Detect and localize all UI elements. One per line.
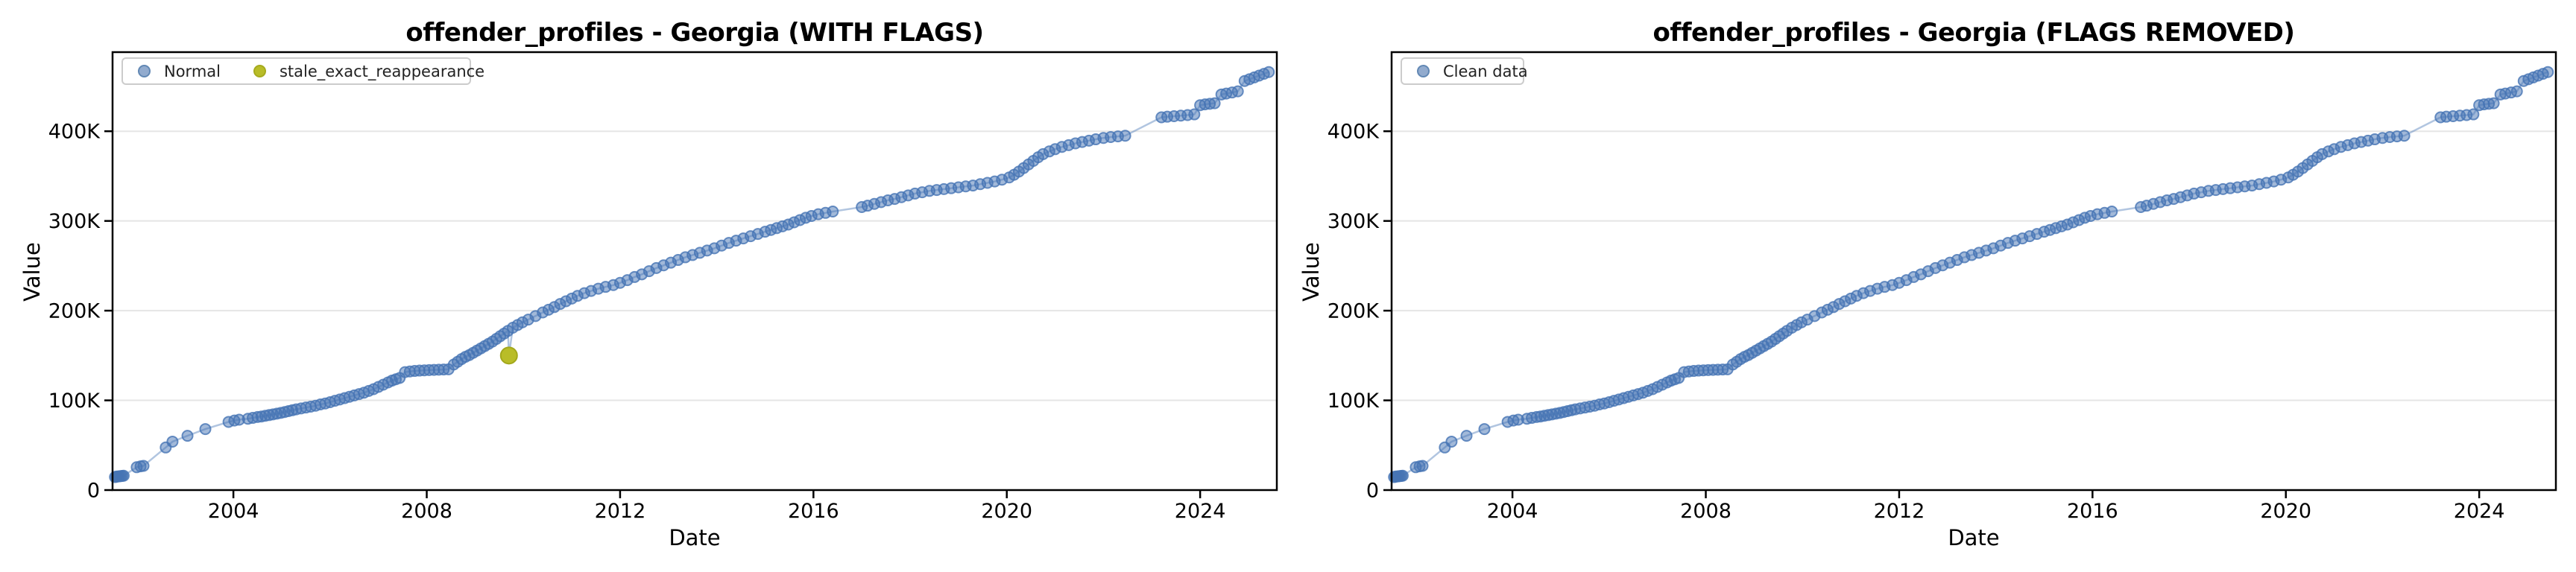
data-point: [1460, 430, 1473, 442]
chart-title-with-flags: offender_profiles - Georgia (WITH FLAGS): [405, 18, 984, 48]
x-tick-label: 2020: [2260, 500, 2311, 523]
legend-label-clean: Clean data: [1443, 62, 1528, 80]
y-tick-label: 100K: [48, 390, 101, 413]
data-point: [1445, 435, 1458, 448]
data-point: [199, 423, 212, 436]
x-axis-label-left: Date: [669, 525, 721, 550]
data-point: [2542, 66, 2554, 78]
y-tick-label: 300K: [1328, 210, 1380, 233]
chart-title-flags-removed: offender_profiles - Georgia (FLAGS REMOV…: [1652, 18, 2295, 48]
axes-right: 2004 2008 2012 2016 2020 2024 0 100K 200K 300K 400…: [1328, 51, 2557, 523]
legend-with-flags: Normal stale_exact_reappearance: [121, 57, 484, 85]
data-point: [1119, 130, 1131, 142]
axes-left: 2004 2008 2012 2016 2020 2024 0 100K 200K 300K 400…: [48, 51, 1278, 523]
data-point: [166, 435, 179, 448]
x-tick-label: 2004: [1487, 500, 1538, 523]
x-tick-label: 2008: [401, 500, 452, 523]
data-point: [1231, 85, 1244, 98]
legend-item-clean-data: Clean data: [1417, 63, 1528, 80]
clean-marker-icon: [1417, 65, 1430, 77]
data-point: [2467, 108, 2480, 121]
x-tick-label: 2004: [208, 500, 259, 523]
axes-spines: [1390, 51, 2557, 492]
y-tick-label: 0: [87, 480, 100, 503]
y-tick-label: 200K: [48, 300, 101, 323]
flagged-point: [499, 346, 518, 365]
legend-item-stale-exact-reappearance: stale_exact_reappearance: [253, 63, 484, 80]
x-tick-label: 2012: [1874, 500, 1925, 523]
x-tick-label: 2008: [1680, 500, 1731, 523]
data-point: [117, 469, 130, 482]
x-axis-label-right: Date: [1948, 525, 2000, 550]
data-point: [2106, 206, 2118, 218]
x-tick-label: 2024: [1175, 500, 1226, 523]
data-point: [1263, 66, 1275, 78]
data-point: [1478, 423, 1491, 436]
normal-marker-icon: [138, 65, 151, 77]
x-tick-label: 2024: [2454, 500, 2505, 523]
y-axis-label-right: Value: [1298, 242, 1324, 302]
y-axis-label-left: Value: [19, 242, 45, 302]
x-tick-label: 2020: [981, 500, 1032, 523]
x-tick-label: 2016: [788, 500, 839, 523]
data-point: [1208, 97, 1221, 109]
legend-clean-data: Clean data: [1401, 57, 1528, 85]
data-point: [181, 430, 194, 442]
y-tick-label: 400K: [48, 121, 101, 144]
y-tick-label: 100K: [1328, 390, 1380, 413]
y-tick-label: 300K: [48, 210, 101, 233]
data-point: [2398, 130, 2411, 142]
x-tick-label: 2012: [595, 500, 646, 523]
legend-label-normal: Normal: [164, 62, 221, 80]
data-point: [2510, 85, 2523, 98]
data-point: [827, 206, 839, 218]
data-point: [1396, 469, 1409, 482]
y-tick-label: 0: [1366, 480, 1379, 503]
data-point: [2487, 97, 2500, 109]
y-tick-label: 200K: [1328, 300, 1380, 323]
data-point: [1188, 108, 1201, 121]
x-tick-label: 2016: [2067, 500, 2118, 523]
flag-marker-icon: [253, 65, 266, 77]
y-tick-label: 400K: [1328, 121, 1380, 144]
legend-item-normal: Normal: [138, 63, 221, 80]
data-point: [1416, 460, 1429, 472]
axes-spines: [111, 51, 1278, 492]
legend-label-flag: stale_exact_reappearance: [279, 62, 485, 80]
data-point: [137, 460, 150, 472]
